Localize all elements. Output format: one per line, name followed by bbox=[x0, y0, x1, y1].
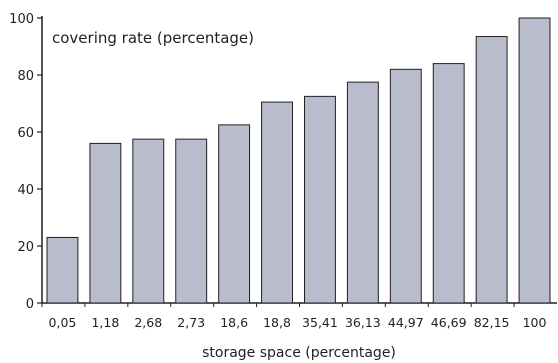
x-tick-label: 18,8 bbox=[263, 315, 291, 330]
bar bbox=[389, 68, 422, 304]
bar bbox=[346, 81, 379, 304]
x-tick-label: 82,15 bbox=[474, 315, 510, 330]
bar bbox=[89, 142, 122, 304]
bar bbox=[175, 138, 208, 304]
bar bbox=[218, 124, 251, 304]
bar bbox=[46, 236, 79, 304]
y-tick-label: 80 bbox=[17, 69, 34, 84]
y-tick-label: 40 bbox=[17, 183, 34, 198]
y-tick-label: 60 bbox=[17, 126, 34, 141]
x-tick-label: 1,18 bbox=[91, 315, 119, 330]
y-tick-label: 0 bbox=[26, 297, 34, 312]
y-tick-label: 20 bbox=[17, 240, 34, 255]
x-tick-label: 36,13 bbox=[345, 315, 381, 330]
x-axis-label: storage space (percentage) bbox=[202, 345, 396, 361]
bars bbox=[46, 17, 551, 304]
bar bbox=[432, 63, 465, 304]
x-ticks: 0,05 1,18 2,68 2,73 18,6 18,8 35,41 36,13 44,97 4… bbox=[41, 303, 547, 330]
x-tick-label: 0,05 bbox=[49, 315, 77, 330]
bar bbox=[475, 36, 508, 304]
x-tick-label: 18,6 bbox=[220, 315, 248, 330]
x-tick-label: 2,68 bbox=[134, 315, 162, 330]
x-tick-label: 44,97 bbox=[388, 315, 424, 330]
bar bbox=[132, 138, 165, 304]
bar bbox=[518, 17, 551, 304]
y-tick-label: 100 bbox=[9, 12, 34, 27]
x-tick-label: 100 bbox=[523, 315, 547, 330]
bar bbox=[261, 101, 293, 304]
x-tick-label: 35,41 bbox=[302, 315, 338, 330]
bar bbox=[304, 95, 336, 304]
y-ticks: 0 20 40 60 80 100 bbox=[9, 12, 42, 312]
x-tick-label: 46,69 bbox=[431, 315, 467, 330]
x-tick-label: 2,73 bbox=[177, 315, 205, 330]
annotation-label: covering rate (percentage) bbox=[52, 29, 254, 47]
